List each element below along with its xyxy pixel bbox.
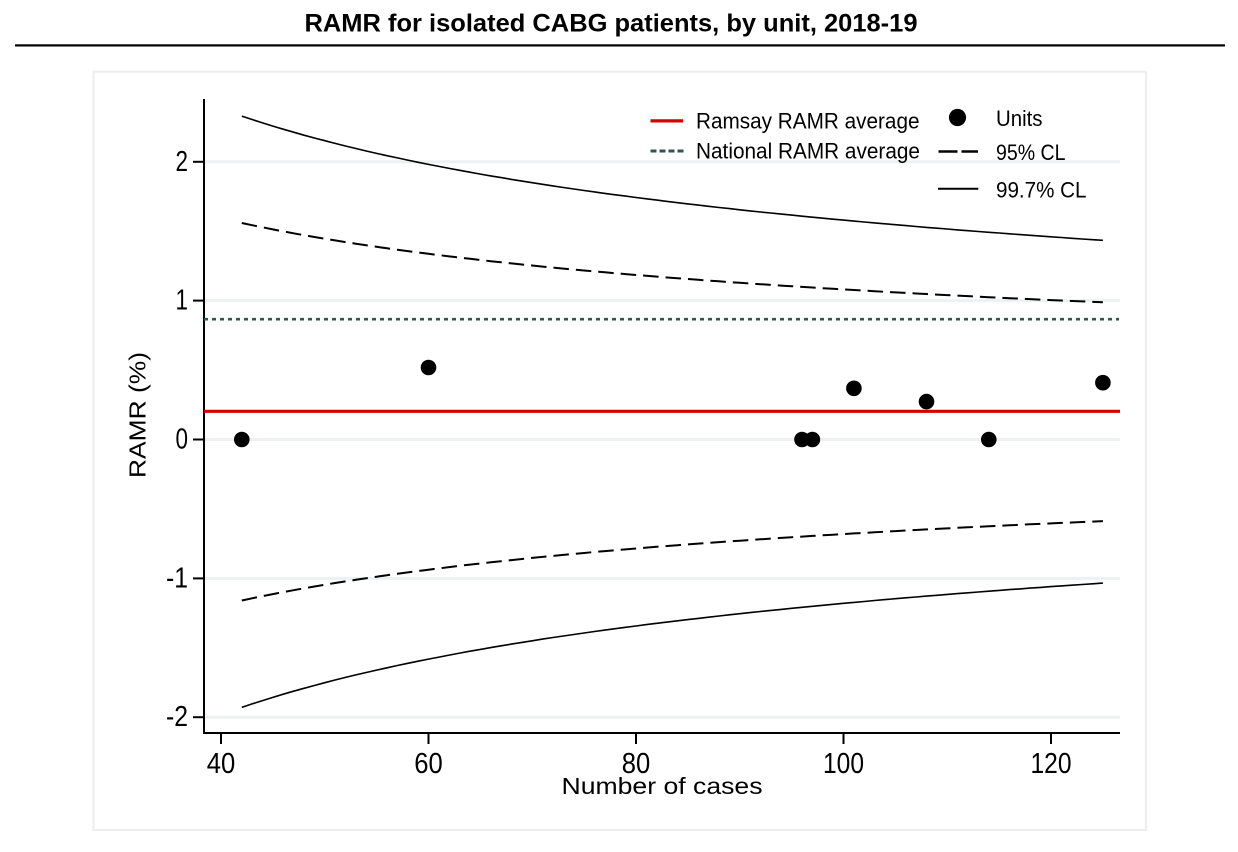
svg-text:120: 120: [1031, 748, 1072, 780]
svg-text:100: 100: [823, 748, 864, 780]
svg-text:National RAMR average: National RAMR average: [696, 139, 920, 164]
svg-text:RAMR for isolated CABG patient: RAMR for isolated CABG patients, by unit…: [305, 10, 918, 38]
svg-text:40: 40: [207, 748, 236, 780]
svg-text:60: 60: [414, 748, 443, 780]
svg-text:95% CL: 95% CL: [996, 140, 1066, 165]
svg-text:80: 80: [622, 748, 651, 780]
svg-text:Ramsay RAMR average: Ramsay RAMR average: [696, 108, 920, 133]
svg-text:1: 1: [176, 285, 189, 317]
svg-text:0: 0: [176, 424, 189, 456]
svg-text:-1: -1: [166, 562, 188, 594]
svg-text:Units: Units: [996, 106, 1043, 131]
svg-text:-2: -2: [166, 701, 188, 733]
svg-text:2: 2: [176, 146, 189, 178]
svg-text:99.7% CL: 99.7% CL: [996, 177, 1087, 202]
svg-text:RAMR (%): RAMR (%): [125, 352, 151, 478]
svg-text:Number of cases: Number of cases: [562, 773, 763, 799]
